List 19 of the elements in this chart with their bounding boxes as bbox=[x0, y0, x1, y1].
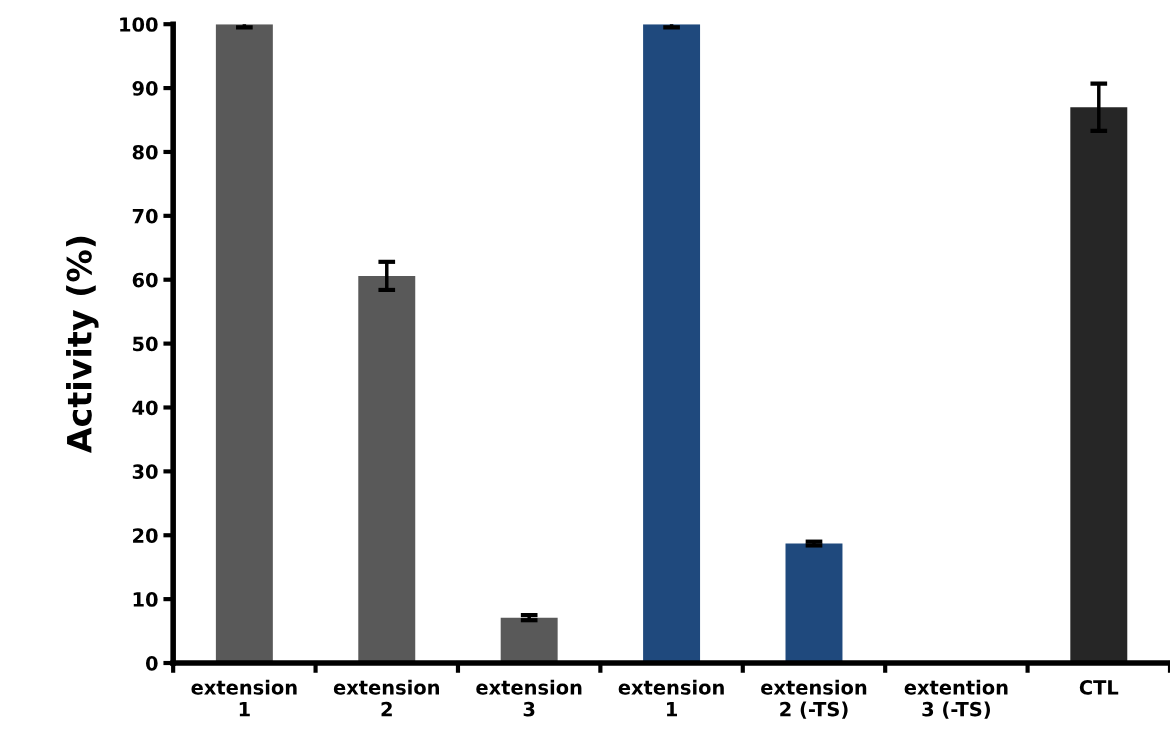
y-tick-label: 40 bbox=[132, 400, 158, 416]
y-tick-label: 90 bbox=[132, 81, 158, 96]
y-tick-label: 0 bbox=[145, 655, 158, 671]
x-tick-label: CTL bbox=[1079, 680, 1119, 695]
x-tick-label: extension 2 bbox=[333, 679, 439, 717]
y-tick-label: 60 bbox=[132, 272, 158, 288]
y-tick-label: 100 bbox=[120, 17, 158, 32]
y-axis-title: Activity (%) bbox=[66, 236, 99, 454]
y-tick-label: 30 bbox=[132, 464, 158, 480]
x-tick-label: extension 1 bbox=[618, 679, 724, 717]
y-tick-label: 70 bbox=[132, 208, 158, 224]
x-tick-label: extension 2 (-TS) bbox=[761, 679, 867, 719]
y-tick-label: 50 bbox=[133, 336, 158, 352]
x-tick-label: extension 3 bbox=[476, 679, 582, 717]
y-tick-label: 10 bbox=[133, 592, 158, 607]
x-tick-label: extension 1 bbox=[191, 679, 297, 717]
y-tick-label: 20 bbox=[133, 528, 158, 543]
y-tick-label: 80 bbox=[132, 144, 158, 160]
x-tick-label: extention 3 (-TS) bbox=[904, 679, 1008, 719]
